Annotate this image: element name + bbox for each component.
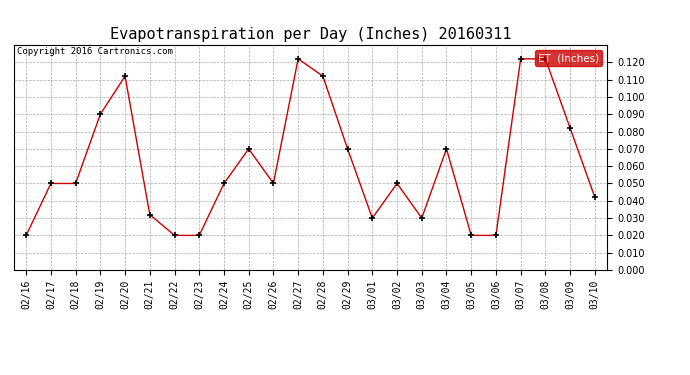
- Title: Evapotranspiration per Day (Inches) 20160311: Evapotranspiration per Day (Inches) 2016…: [110, 27, 511, 42]
- Text: Copyright 2016 Cartronics.com: Copyright 2016 Cartronics.com: [17, 47, 172, 56]
- Legend: ET  (Inches): ET (Inches): [535, 50, 602, 66]
